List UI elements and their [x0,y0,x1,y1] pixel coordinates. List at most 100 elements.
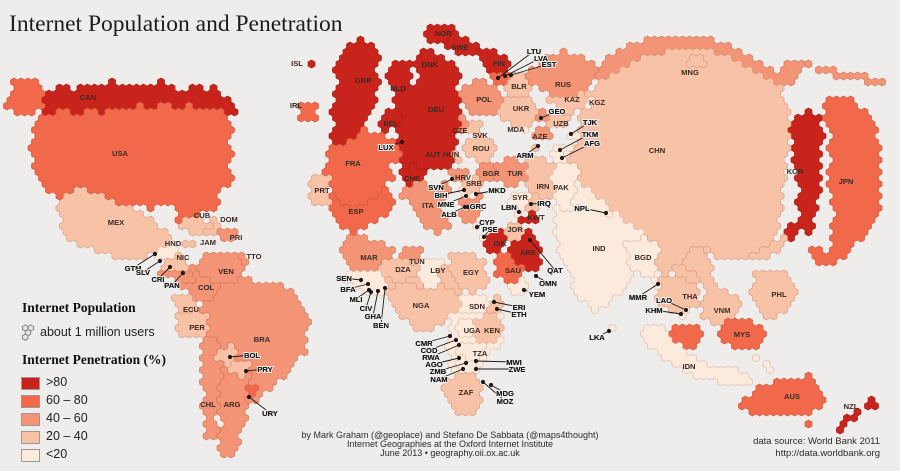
svg-text:PSE: PSE [482,225,497,234]
svg-text:ESP: ESP [348,207,363,216]
svg-text:ITA: ITA [422,201,434,210]
svg-text:LBN: LBN [501,203,517,212]
svg-text:LAO: LAO [656,296,672,305]
svg-text:VEN: VEN [218,267,234,276]
svg-text:CYP: CYP [479,218,495,227]
svg-text:IRL: IRL [290,101,303,110]
svg-text:IDN: IDN [682,362,695,371]
svg-text:LBN: LBN [501,203,517,212]
svg-text:NPL: NPL [574,204,590,213]
svg-text:LAO: LAO [656,296,672,305]
svg-text:ARM: ARM [516,151,533,160]
svg-text:LVA: LVA [534,54,549,63]
svg-text:MWI: MWI [506,358,522,367]
svg-text:SLV: SLV [136,268,151,277]
svg-text:KAZ: KAZ [564,95,580,104]
svg-text:TUN: TUN [409,257,425,266]
svg-text:CHN: CHN [649,146,665,155]
svg-text:SWE: SWE [451,43,468,52]
svg-text:NPL: NPL [574,204,590,213]
svg-text:MLI: MLI [349,295,362,304]
svg-text:DZA: DZA [395,265,411,274]
svg-text:LUX: LUX [378,143,393,152]
svg-text:TJK: TJK [583,118,598,127]
svg-text:IND: IND [592,244,606,253]
svg-text:PRT: PRT [314,186,330,195]
svg-text:LKA: LKA [589,333,605,342]
svg-text:NLD: NLD [390,84,406,93]
svg-text:MYS: MYS [734,330,750,339]
svg-text:DEU: DEU [428,105,445,114]
svg-text:MLI: MLI [349,295,362,304]
svg-text:NAM: NAM [430,375,447,384]
svg-text:COL: COL [198,283,214,292]
svg-text:FIN: FIN [493,59,505,68]
svg-text:ZWE: ZWE [509,365,526,374]
svg-text:AGO: AGO [425,360,442,369]
svg-text:ETH: ETH [511,310,526,319]
svg-text:UGA: UGA [464,326,481,335]
svg-text:SEN: SEN [336,274,352,283]
svg-text:CHL: CHL [200,400,216,409]
svg-text:PAN: PAN [164,281,179,290]
svg-text:MNE: MNE [438,200,455,209]
svg-text:YEM: YEM [529,290,545,299]
svg-text:AFG: AFG [584,139,600,148]
svg-text:BEN: BEN [373,321,389,330]
svg-text:ETH: ETH [511,310,526,319]
svg-text:AUT: AUT [425,150,441,159]
svg-text:BEN: BEN [373,321,389,330]
svg-text:SEN: SEN [336,274,352,283]
svg-text:FRA: FRA [345,159,361,168]
svg-text:IRN: IRN [536,182,549,191]
svg-text:CIV: CIV [360,304,374,313]
svg-text:TKM: TKM [582,130,598,139]
svg-text:LKA: LKA [589,333,605,342]
svg-text:MDG: MDG [496,389,514,398]
svg-text:LTU: LTU [527,47,542,56]
svg-text:MKD: MKD [488,186,506,195]
svg-text:KGZ: KGZ [589,98,605,107]
svg-text:URY: URY [262,409,278,418]
svg-text:BEL: BEL [383,119,399,128]
svg-text:GHA: GHA [365,312,382,321]
svg-text:MEX: MEX [108,218,124,227]
svg-text:CMR: CMR [415,339,433,348]
svg-text:ARG: ARG [224,400,241,409]
svg-text:SVN: SVN [428,183,444,192]
svg-text:SVN: SVN [428,183,444,192]
svg-text:OMN: OMN [539,279,557,288]
svg-text:HRV: HRV [455,173,472,182]
svg-text:TUR: TUR [507,169,523,178]
svg-text:AZE: AZE [532,132,547,141]
svg-text:PRY: PRY [257,365,272,374]
svg-text:ZWE: ZWE [509,365,526,374]
svg-text:GTM: GTM [125,264,142,273]
svg-text:UKR: UKR [513,104,530,113]
svg-text:BOL: BOL [244,351,260,360]
svg-text:NZL: NZL [844,402,859,411]
svg-text:LUX: LUX [378,143,393,152]
svg-text:MKD: MKD [488,186,506,195]
svg-text:ISR: ISR [494,239,507,248]
svg-text:COD: COD [421,346,438,355]
svg-text:PRY: PRY [257,365,272,374]
svg-text:QAT: QAT [547,266,563,275]
svg-text:HND: HND [165,239,182,248]
svg-text:DOM: DOM [220,215,238,224]
svg-text:MWI: MWI [506,358,522,367]
svg-text:AFG: AFG [584,139,600,148]
svg-text:ROU: ROU [473,144,490,153]
svg-text:PER: PER [189,323,205,332]
svg-text:ZAF: ZAF [459,388,474,397]
svg-text:IRQ: IRQ [537,199,551,208]
svg-text:LTU: LTU [527,47,542,56]
svg-text:ERI: ERI [513,303,526,312]
svg-text:AGO: AGO [425,360,442,369]
svg-text:AUS: AUS [784,392,800,401]
svg-text:ERI: ERI [513,303,526,312]
svg-text:CRI: CRI [151,275,164,284]
svg-text:SAU: SAU [505,266,522,275]
svg-text:ALB: ALB [441,210,457,219]
svg-text:CAN: CAN [80,93,96,102]
